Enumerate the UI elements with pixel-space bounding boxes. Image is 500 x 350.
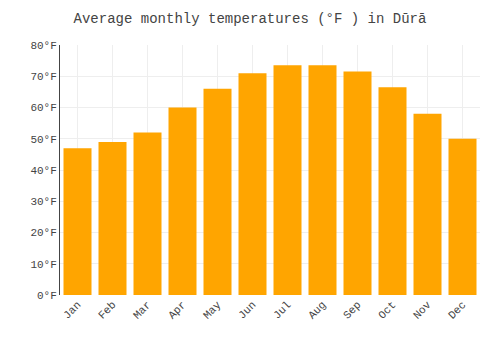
svg-text:0°F: 0°F (37, 290, 57, 302)
svg-text:Jun: Jun (236, 299, 258, 321)
svg-text:30°F: 30°F (30, 196, 56, 208)
svg-text:Jan: Jan (61, 299, 83, 321)
svg-text:10°F: 10°F (30, 259, 56, 271)
svg-text:May: May (201, 299, 224, 322)
svg-text:Mar: Mar (131, 299, 153, 321)
svg-text:Jul: Jul (271, 299, 293, 321)
svg-text:Nov: Nov (411, 299, 434, 322)
svg-text:Oct: Oct (376, 299, 398, 321)
svg-text:80°F: 80°F (30, 40, 56, 52)
svg-text:Aug: Aug (306, 299, 328, 321)
svg-text:Sep: Sep (341, 299, 363, 321)
svg-text:60°F: 60°F (30, 102, 56, 114)
svg-text:Apr: Apr (166, 299, 188, 321)
svg-text:50°F: 50°F (30, 134, 56, 146)
svg-text:Average monthly temperatures (: Average monthly temperatures (°F ) in Dū… (74, 11, 427, 27)
svg-text:20°F: 20°F (30, 227, 56, 239)
svg-text:40°F: 40°F (30, 165, 56, 177)
svg-text:Feb: Feb (96, 299, 118, 321)
svg-text:70°F: 70°F (30, 71, 56, 83)
svg-text:Dec: Dec (446, 299, 468, 321)
